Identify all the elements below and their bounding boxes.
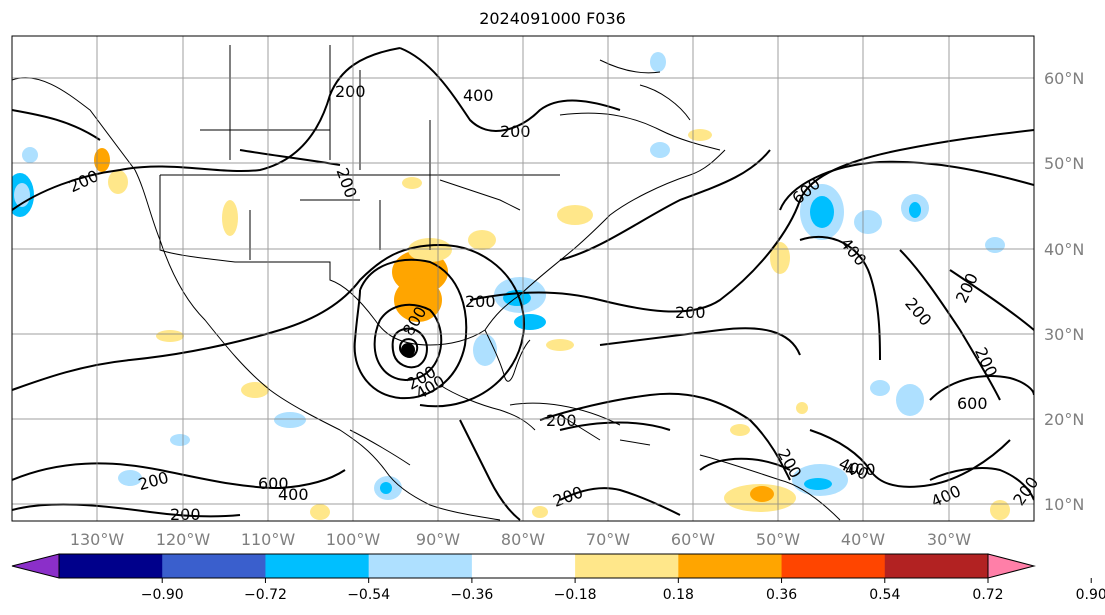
colorbar-extend-high [987, 553, 1036, 579]
contour-label: 200 [675, 303, 706, 322]
lon-tick-label: 110°W [241, 530, 296, 549]
colorbar-tick-label: −0.90 [141, 587, 184, 603]
lon-tick-label: 80°W [501, 530, 545, 549]
height-contours [12, 47, 1034, 521]
contour-label: 200 [500, 122, 531, 141]
lon-tick-label: 40°W [841, 530, 885, 549]
map-title: 2024091000 F036 [479, 9, 626, 28]
lat-tick-label: 20°N [1044, 410, 1084, 429]
lon-tick-label: 100°W [326, 530, 381, 549]
contour-label: 400 [278, 485, 309, 504]
contour-label: 600 [258, 474, 289, 493]
lon-tick-label: 90°W [416, 530, 460, 549]
colorbar-tick-label: −0.72 [244, 587, 287, 603]
colorbar-segment [678, 554, 783, 578]
colorbar-tick-label: 0.72 [972, 587, 1003, 603]
colorbar-segment [368, 554, 473, 578]
colorbar-segment [884, 554, 989, 578]
colorbar-segment [162, 554, 266, 578]
colorbar-tick-label: 0.54 [869, 587, 900, 603]
map-frame [11, 35, 1035, 522]
latitude-axis: 60°N 50°N 40°N 30°N 20°N 10°N [1044, 69, 1084, 514]
lat-tick-label: 50°N [1044, 154, 1084, 173]
colorbar-tick-label: −0.18 [554, 587, 597, 603]
contour-label: 200 [465, 292, 496, 311]
colorbar-segment [59, 554, 163, 578]
coastlines [12, 45, 841, 521]
lat-tick-label: 30°N [1044, 325, 1084, 344]
colorbar-tick-label: −0.54 [347, 587, 390, 603]
contour-label: 400 [845, 460, 876, 479]
contour-label: 600 [957, 394, 988, 413]
colorbar-tick-label: 0.18 [663, 587, 694, 603]
colorbar-segment [265, 554, 370, 578]
lon-tick-label: 60°W [671, 530, 715, 549]
contour-label: 200 [170, 505, 201, 524]
storm-center [401, 343, 415, 357]
colorbar-segment [781, 554, 886, 578]
longitude-axis: 130°W 120°W 110°W 100°W 90°W 80°W 70°W 6… [70, 530, 971, 549]
contour-label: 200 [546, 411, 577, 430]
colorbar-segment [471, 554, 576, 578]
contour-label: 400 [463, 86, 494, 105]
colorbar-tick-label: −0.36 [450, 587, 493, 603]
lat-tick-label: 60°N [1044, 69, 1084, 88]
colorbar: −0.90 −0.72 −0.54 −0.36 −0.18 0.18 0.36 0.54 0.7… [11, 553, 1105, 603]
contour-label: 200 [335, 82, 366, 101]
colorbar-outline [58, 553, 989, 579]
lat-tick-label: 10°N [1044, 495, 1084, 514]
colorbar-tick-label: 0.90 [1076, 587, 1105, 603]
shaded-anomaly-fields [12, 52, 1010, 520]
colorbar-tick-label: 0.36 [766, 587, 797, 603]
lon-tick-label: 70°W [586, 530, 630, 549]
colorbar-segment [575, 554, 679, 578]
lon-tick-label: 50°W [756, 530, 800, 549]
graticule [12, 36, 1034, 521]
lon-tick-label: 120°W [156, 530, 211, 549]
lat-tick-label: 40°N [1044, 240, 1084, 259]
colorbar-extend-low [11, 553, 60, 579]
lon-tick-label: 130°W [70, 530, 125, 549]
lon-tick-label: 30°W [927, 530, 971, 549]
